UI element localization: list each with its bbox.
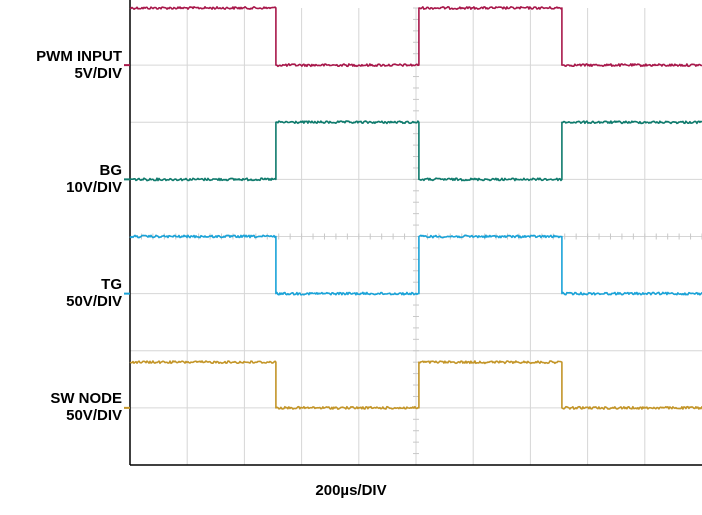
channel-label-pwm-input: PWM INPUT 5V/DIV	[36, 48, 122, 82]
channel-name: SW NODE	[50, 390, 122, 407]
channel-name: PWM INPUT	[36, 48, 122, 65]
channel-scale: 10V/DIV	[66, 179, 122, 196]
channel-name: TG	[101, 276, 122, 293]
x-axis-label: 200µs/DIV	[315, 482, 387, 499]
channel-label-sw-node: SW NODE 50V/DIV	[50, 390, 122, 424]
channel-scale: 50V/DIV	[66, 407, 122, 424]
waveform-tg	[129, 234, 702, 296]
channel-label-bg: BG 10V/DIV	[66, 162, 122, 196]
channel-scale: 50V/DIV	[66, 293, 122, 310]
channel-scale: 5V/DIV	[74, 65, 122, 82]
channel-label-tg: TG 50V/DIV	[66, 276, 122, 310]
waveform-bg	[129, 120, 702, 182]
waveform-sw-node	[129, 360, 702, 410]
waveform-pwm-input	[129, 6, 702, 68]
channel-name: BG	[99, 162, 123, 179]
